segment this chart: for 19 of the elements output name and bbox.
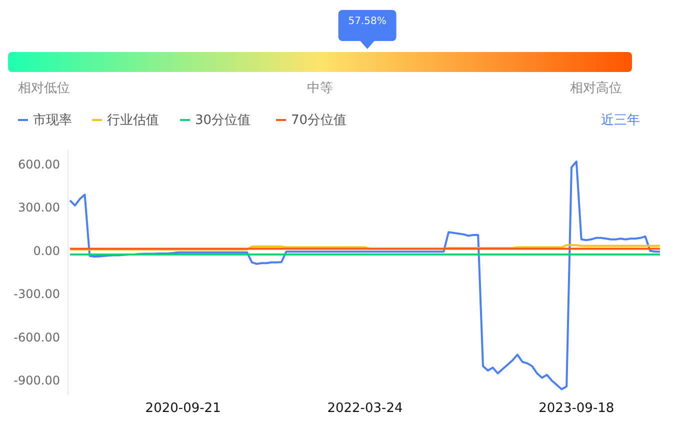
- text: 相对低位: [18, 81, 70, 96]
- legend-label: 行业估值: [107, 113, 159, 128]
- y-tick-label: -900.00: [14, 374, 60, 388]
- y-tick-label: -600.00: [14, 330, 60, 344]
- x-tick-label: 2023-09-18: [538, 401, 614, 416]
- line-series: [69, 160, 661, 390]
- legend-label: 30分位值: [195, 113, 251, 128]
- legend-label: 市现率: [33, 112, 72, 128]
- y-tick-label: 600.00: [18, 157, 60, 172]
- x-tick-label: 2022-03-24: [327, 401, 403, 416]
- y-tick-label: 0.00: [33, 244, 60, 258]
- legend-label: 70分位值: [291, 113, 347, 128]
- text: 相对高位: [570, 80, 622, 96]
- x-tick-label: 2020-09-21: [145, 401, 221, 416]
- text: 中等: [307, 81, 333, 96]
- y-tick-label: -300.00: [14, 287, 60, 302]
- text: 近三年: [601, 113, 640, 128]
- y-tick-label: 300.00: [18, 200, 60, 215]
- data-label: 57.58%: [348, 16, 386, 27]
